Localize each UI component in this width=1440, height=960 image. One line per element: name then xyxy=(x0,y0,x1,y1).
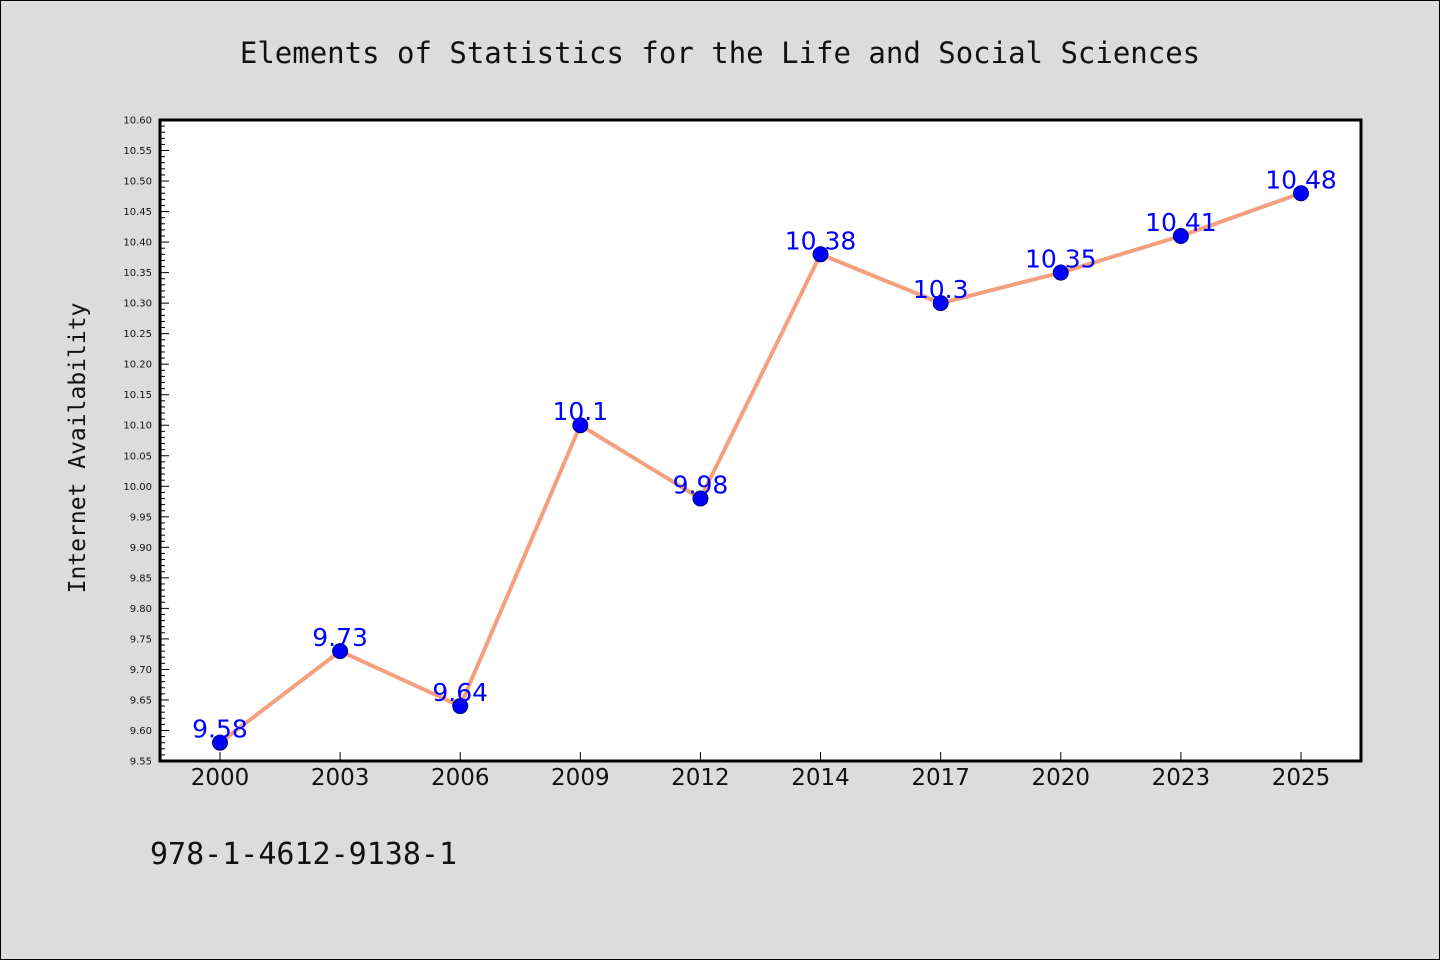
x-tick-label: 2025 xyxy=(1272,765,1331,791)
data-label: 10.1 xyxy=(552,397,608,426)
data-point xyxy=(932,295,949,312)
data-label: 10.48 xyxy=(1265,165,1337,194)
x-tick-label: 2017 xyxy=(911,765,970,791)
x-tick-label: 2012 xyxy=(671,765,730,791)
y-tick-label: 9.65 xyxy=(130,695,152,706)
data-label: 10.35 xyxy=(1025,245,1097,274)
isbn-text: 978-1-4612-9138-1 xyxy=(150,837,457,872)
chart-title: Elements of Statistics for the Life and … xyxy=(240,36,1200,70)
data-label: 9.73 xyxy=(312,623,368,652)
data-label: 9.64 xyxy=(432,678,488,707)
x-tick-label: 2006 xyxy=(431,765,490,791)
y-tick-label: 10.50 xyxy=(123,177,152,188)
data-point xyxy=(1293,185,1309,202)
y-tick-label: 10.35 xyxy=(123,268,152,279)
y-tick-label: 10.40 xyxy=(123,238,152,249)
data-point xyxy=(812,246,829,263)
y-tick-label: 9.75 xyxy=(130,634,152,645)
y-tick-label: 9.90 xyxy=(130,543,152,554)
data-point xyxy=(332,643,349,660)
data-point xyxy=(572,417,589,434)
data-label: 10.41 xyxy=(1145,208,1217,237)
data-label: 9.58 xyxy=(192,715,248,744)
x-tick-label: 2020 xyxy=(1032,765,1091,791)
y-tick-label: 9.60 xyxy=(130,726,152,737)
y-tick-label: 10.20 xyxy=(123,360,152,371)
data-point xyxy=(452,698,469,715)
x-tick-label: 2009 xyxy=(551,765,610,791)
x-tick-label: 2023 xyxy=(1152,765,1211,791)
y-tick-label: 9.55 xyxy=(130,757,152,768)
y-tick-label: 10.45 xyxy=(123,207,152,218)
y-tick-label: 10.60 xyxy=(123,116,152,127)
y-tick-label: 10.05 xyxy=(123,451,152,462)
y-tick-label: 10.00 xyxy=(123,482,152,493)
plot-area xyxy=(160,120,1361,761)
x-tick-label: 2014 xyxy=(791,765,850,791)
series-line-group: 9.58 9.73 9.64 10.1 9.98 10.38 10.3 10.35 10.41 1… xyxy=(192,165,1337,751)
x-tick-label: 2003 xyxy=(311,765,370,791)
x-axis-ticks: 2000 2003 2006 2009 2012 2014 2017 2020 2023 2025 xyxy=(191,752,1331,791)
y-tick-label: 9.95 xyxy=(130,512,152,523)
y-tick-label: 9.80 xyxy=(130,604,152,615)
y-tick-label: 9.85 xyxy=(130,573,152,584)
data-label: 9.98 xyxy=(673,470,729,499)
y-tick-label: 10.25 xyxy=(123,329,152,340)
data-label: 10.3 xyxy=(913,275,969,304)
data-point xyxy=(212,734,228,751)
x-tick-label: 2000 xyxy=(191,765,250,791)
data-label: 10.38 xyxy=(785,226,857,255)
y-tick-label: 9.70 xyxy=(130,665,152,676)
y-tick-label: 10.30 xyxy=(123,299,152,310)
y-axis-ticks: 9.55 9.60 9.65 9.70 9.75 9.80 9.85 9.90 9.95 10.0… xyxy=(123,116,169,768)
data-point xyxy=(1172,227,1189,244)
series-line xyxy=(218,191,1302,745)
y-tick-label: 10.15 xyxy=(123,390,152,401)
data-point xyxy=(1052,264,1069,281)
data-point xyxy=(692,490,709,507)
plot-border xyxy=(158,118,1363,763)
y-tick-label: 10.55 xyxy=(123,146,152,157)
y-axis-label: Internet Availability xyxy=(65,303,91,594)
y-tick-label: 10.10 xyxy=(123,421,152,432)
